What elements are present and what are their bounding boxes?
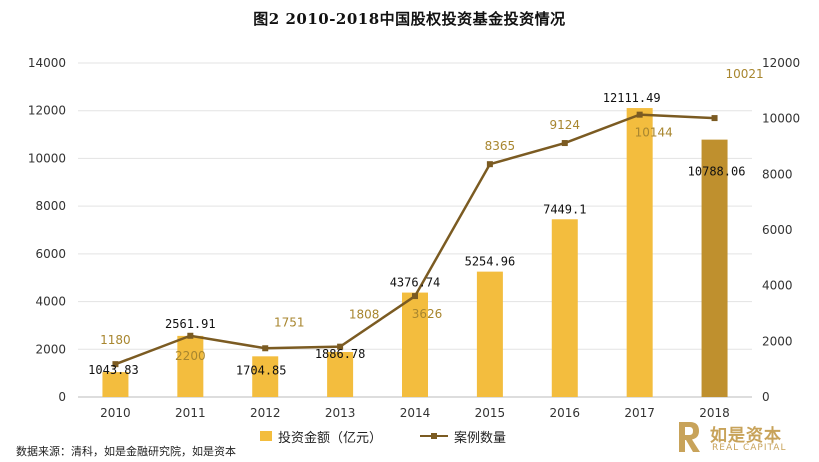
line-point <box>711 115 718 122</box>
x-tick-label: 2011 <box>175 406 206 420</box>
bar-data-label: 2561.91 <box>165 317 216 331</box>
y-right-tick-label: 8000 <box>762 167 793 181</box>
y-right-tick-label: 2000 <box>762 334 793 348</box>
logo-mark-icon <box>679 422 700 452</box>
logo-text-cn: 如是资本 <box>710 426 782 446</box>
bar-data-label: 5254.96 <box>465 255 516 269</box>
x-tick-label: 2015 <box>475 406 506 420</box>
x-tick-label: 2018 <box>699 406 730 420</box>
x-tick-label: 2010 <box>100 406 131 420</box>
legend: 投资金额（亿元） 案例数量 <box>260 426 544 446</box>
bar-data-label: 12111.49 <box>603 91 661 105</box>
line-point <box>486 161 493 168</box>
bar <box>402 292 428 397</box>
line-data-label: 10144 <box>635 126 673 140</box>
bar-data-label: 1704.85 <box>236 363 287 377</box>
logo: 如是资本 REAL CAPITAL <box>676 418 814 458</box>
line-point <box>337 343 344 350</box>
legend-label-bar: 投资金额（亿元） <box>278 430 383 446</box>
legend-swatch-bar <box>260 431 272 441</box>
y-left-tick-label: 2000 <box>35 342 66 356</box>
line-data-label: 8365 <box>485 139 516 153</box>
chart-title: 图2 2010-2018中国股权投资基金投资情况 <box>253 10 566 28</box>
line-data-label: 1808 <box>349 308 380 322</box>
x-tick-label: 2013 <box>325 406 356 420</box>
bar <box>476 271 503 397</box>
line-data-label: 10021 <box>725 67 763 81</box>
bar-data-label: 4376.74 <box>390 276 441 290</box>
line-point <box>262 345 269 352</box>
line-data-label: 9124 <box>550 118 581 132</box>
y-right-tick-label: 12000 <box>762 56 800 70</box>
y-right-tick-label: 6000 <box>762 223 793 237</box>
y-right-tick-label: 10000 <box>762 112 800 126</box>
bar-data-label: 1886.78 <box>315 347 366 361</box>
x-tick-label: 2016 <box>550 406 581 420</box>
line-point <box>561 140 568 147</box>
source-note: 数据来源：清科，如是金融研究院，如是资本 <box>16 445 236 458</box>
y-right-tick-label: 4000 <box>762 279 793 293</box>
x-tick-label: 2017 <box>624 406 655 420</box>
y-left-tick-label: 0 <box>58 390 66 404</box>
line-data-label: 3626 <box>412 307 443 321</box>
bar <box>551 219 578 397</box>
y-left-tick-label: 12000 <box>28 104 66 118</box>
bar <box>177 335 204 397</box>
line-point <box>112 361 119 368</box>
y-left-tick-label: 4000 <box>35 295 66 309</box>
logo-text-en: REAL CAPITAL <box>712 443 787 453</box>
bar <box>626 108 653 398</box>
y-left-tick-label: 14000 <box>28 56 66 70</box>
line-point <box>187 332 194 339</box>
line-data-label: 1751 <box>274 315 305 329</box>
line-data-label: 2200 <box>175 349 206 363</box>
line-data-label: 1180 <box>100 333 131 347</box>
y-left-tick-label: 6000 <box>35 247 66 261</box>
bar <box>102 372 129 397</box>
bar <box>701 139 728 397</box>
line-point <box>636 111 643 118</box>
x-tick-label: 2014 <box>400 406 431 420</box>
bar <box>327 351 354 397</box>
y-right-tick-label: 0 <box>762 390 770 404</box>
bar-data-label: 7449.1 <box>543 202 586 216</box>
bar-data-label: 10788.06 <box>688 165 746 179</box>
legend-item-line: 案例数量 <box>420 427 506 446</box>
bar <box>252 356 279 397</box>
legend-item-bar: 投资金额（亿元） <box>260 427 382 446</box>
line-point <box>412 293 418 300</box>
y-left-tick-label: 8000 <box>35 199 66 213</box>
legend-swatch-line <box>420 431 449 441</box>
legend-label-line: 案例数量 <box>454 430 507 446</box>
bar-data-label: 1043.83 <box>88 363 139 377</box>
x-tick-label: 2012 <box>250 406 281 420</box>
y-left-tick-label: 10000 <box>28 151 66 165</box>
